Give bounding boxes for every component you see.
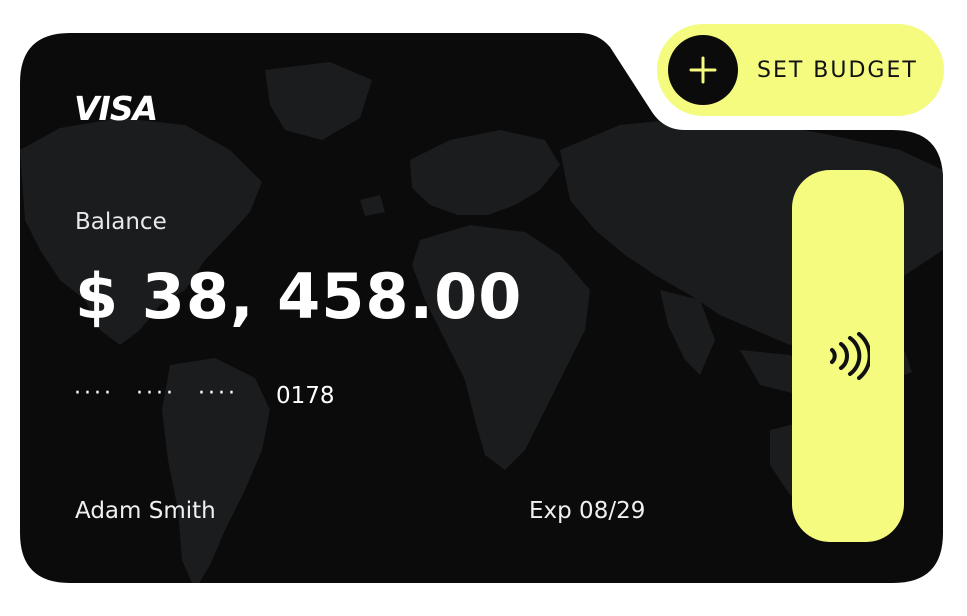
contactless-icon xyxy=(830,332,870,380)
set-budget-label: SET BUDGET xyxy=(757,58,918,83)
card-last-four: 0178 xyxy=(276,383,335,409)
plus-icon xyxy=(668,35,738,105)
masked-group: ···· xyxy=(197,381,238,406)
card-expiry: Exp 08/29 xyxy=(529,498,646,524)
cardholder-name: Adam Smith xyxy=(75,498,216,524)
masked-group: ···· xyxy=(74,381,114,406)
masked-card-number: ···· ···· ···· xyxy=(74,383,238,405)
balance-amount: $ 38, 458.00 xyxy=(75,260,523,333)
set-budget-button[interactable]: SET BUDGET xyxy=(657,24,944,116)
contactless-pay-button[interactable] xyxy=(792,170,904,542)
visa-logo: VISA xyxy=(74,89,158,128)
masked-group: ···· xyxy=(135,381,176,406)
balance-label: Balance xyxy=(75,209,167,235)
